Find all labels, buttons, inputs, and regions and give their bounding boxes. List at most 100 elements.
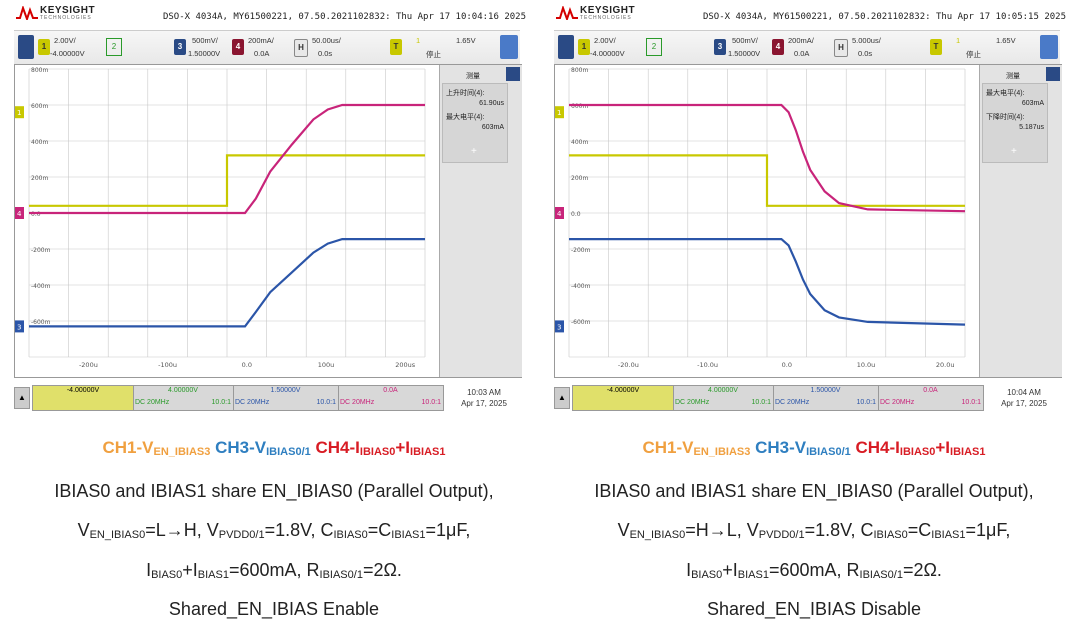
legend-ch3: CH3-VIBIAS0/1 <box>215 438 311 458</box>
measure-menu-button[interactable] <box>1046 67 1060 81</box>
channel-status-strip: -4.00000V 4.00000V DC 20MHz 10.0:1 1.500… <box>32 385 444 411</box>
clock: 10:04 AM Apr 17, 2025 <box>994 387 1054 409</box>
add-measure-icon[interactable]: + <box>471 146 477 157</box>
ch4-status-ratio: 10.0:1 <box>961 399 981 406</box>
ch2-badge[interactable]: 2 <box>646 38 662 56</box>
ch3-scale: 500mV/ <box>732 36 758 45</box>
ch1-scale: 2.00V/ <box>594 36 616 45</box>
channel-marker <box>555 320 564 333</box>
channel-marker <box>15 320 24 333</box>
ch4-status-bw: DC 20MHz <box>880 399 915 406</box>
trigger-badge[interactable]: T <box>930 39 942 55</box>
scope-header: KEYSIGHT TECHNOLOGIES DSO-X 4034A, MY615… <box>554 4 1074 24</box>
x-tick-label: 100u <box>318 361 335 369</box>
ch4-status-value: 0.0A <box>923 387 938 394</box>
y-tick-label: -600m <box>31 319 51 326</box>
measure-2-label: 下降时间(4): <box>986 114 1025 121</box>
y-tick-label: 0.0 <box>31 211 41 218</box>
ch4-offset: 0.0A <box>254 49 270 58</box>
series-line-ch3 <box>569 238 966 326</box>
add-measure-icon[interactable]: + <box>1011 146 1017 157</box>
ch2-status: 4.00000V DC 20MHz 10.0:1 <box>673 386 774 410</box>
ch3-badge[interactable]: 3 <box>174 39 186 55</box>
ch2-badge[interactable]: 2 <box>106 38 122 56</box>
ch3-status: 1.50000V DC 20MHz 10.0:1 <box>773 386 879 410</box>
ch1-status: -4.00000V <box>33 386 134 410</box>
ch1-scale: 2.00V/ <box>54 36 76 45</box>
caption-line-2: VEN_IBIAS0=L→H, VPVDD0/1=1.8V, CIBIAS0=C… <box>77 520 471 541</box>
brand-name: KEYSIGHT <box>40 5 96 16</box>
scroll-up-icon[interactable]: ▲ <box>14 387 30 409</box>
measure-2-value: 603mA <box>481 124 504 131</box>
ch3-offset: 1.50000V <box>728 49 761 58</box>
ch3-status-bw: DC 20MHz <box>235 399 270 406</box>
series-line-ch1 <box>29 154 425 207</box>
legend-ch1: CH1-VEN_IBIAS3 <box>642 438 751 458</box>
legend-ch4: CH4-IIBIAS0+IIBIAS1 <box>315 438 446 458</box>
ch4-badge[interactable]: 4 <box>232 39 244 55</box>
scope-header: KEYSIGHT TECHNOLOGIES DSO-X 4034A, MY615… <box>14 4 534 24</box>
model-info: DSO-X 4034A, MY61500221, 07.50.202110283… <box>702 12 1066 22</box>
measure-1-value: 603mA <box>1021 100 1044 107</box>
trigger-mode: 停止 <box>426 50 441 59</box>
horizontal-badge[interactable]: H <box>834 39 848 57</box>
y-tick-label: -600m <box>571 319 591 326</box>
ch1-status-value: -4.00000V <box>606 387 640 394</box>
waveform-plot: 800m 600m 400m 200m 0.0 -200m -400m -600m -20.0u… <box>555 67 966 369</box>
clock: 10:03 AM Apr 17, 2025 <box>454 387 514 409</box>
trigger-edge-icon[interactable] <box>1040 35 1058 59</box>
brand-subtitle: TECHNOLOGIES <box>40 15 92 21</box>
horizontal-badge[interactable]: H <box>294 39 308 57</box>
series-line-ch1 <box>569 154 965 207</box>
measure-1-label: 最大电平(4): <box>986 90 1025 97</box>
x-tick-label: -100u <box>158 361 177 369</box>
ch1-offset: -4.00000V <box>50 49 85 58</box>
y-tick-label: 600m <box>571 103 588 110</box>
channel-marker <box>555 106 564 119</box>
ch1-offset: -4.00000V <box>590 49 625 58</box>
ch4-status: 0.0A DC 20MHz 10.0:1 <box>878 386 983 410</box>
caption-line-1: IBIAS0 and IBIAS1 share EN_IBIAS0 (Paral… <box>594 481 1034 501</box>
horizontal-scale: 50.00us/ <box>312 36 341 45</box>
x-tick-label: -200u <box>79 361 98 369</box>
y-tick-label: 200m <box>571 175 588 182</box>
ch1-badge[interactable]: 1 <box>38 39 50 55</box>
legend-ch4: CH4-IIBIAS0+IIBIAS1 <box>855 438 986 458</box>
channel-marker-label: 3 <box>17 323 21 331</box>
channel-marker <box>555 207 564 219</box>
channel-marker-label: 3 <box>557 323 561 331</box>
series-line-ch4 <box>29 103 425 215</box>
ch4-status-ratio: 10.0:1 <box>421 399 441 406</box>
measure-results: 最大电平(4): 603mA 下降时间(4): 5.187us + <box>982 83 1048 163</box>
channel-settings-bar: 1 2.00V/ -4.00000V 2 3 500mV/ 1.50000V 4… <box>14 30 520 66</box>
channel-marker <box>15 106 24 119</box>
caption-line-2: VEN_IBIAS0=H→L, VPVDD0/1=1.8V, CIBIAS0=C… <box>617 520 1011 541</box>
series-line-ch4 <box>569 103 966 213</box>
ch3-badge[interactable]: 3 <box>714 39 726 55</box>
scope-panel-disable: KEYSIGHT TECHNOLOGIES DSO-X 4034A, MY615… <box>554 0 1074 627</box>
menu-icon[interactable] <box>558 35 574 59</box>
ch4-badge[interactable]: 4 <box>772 39 784 55</box>
y-tick-label: 800m <box>31 67 48 74</box>
ch1-badge[interactable]: 1 <box>578 39 590 55</box>
trigger-badge[interactable]: T <box>390 39 402 55</box>
x-tick-label: 200us <box>395 361 416 369</box>
x-tick-label: -10.0u <box>697 361 718 369</box>
ch3-status-ratio: 10.0:1 <box>856 399 876 406</box>
measure-menu-button[interactable] <box>506 67 520 81</box>
caption-line-1: IBIAS0 and IBIAS1 share EN_IBIAS0 (Paral… <box>54 481 494 501</box>
brand-subtitle: TECHNOLOGIES <box>580 15 632 21</box>
status-bar: ▲ -4.00000V 4.00000V DC 20MHz 10.0:1 1.5… <box>554 385 1060 411</box>
y-tick-label: 600m <box>31 103 48 110</box>
trigger-edge-icon[interactable] <box>500 35 518 59</box>
ch1-status-value: -4.00000V <box>66 387 100 394</box>
x-tick-label: -20.0u <box>618 361 639 369</box>
y-tick-label: 400m <box>31 139 48 146</box>
channel-status-strip: -4.00000V 4.00000V DC 20MHz 10.0:1 1.500… <box>572 385 984 411</box>
horizontal-scale: 5.000us/ <box>852 36 881 45</box>
trigger-level: 1.65V <box>456 36 476 45</box>
menu-icon[interactable] <box>18 35 34 59</box>
scroll-up-icon[interactable]: ▲ <box>554 387 570 409</box>
trigger-level: 1.65V <box>996 36 1016 45</box>
ch3-status-ratio: 10.0:1 <box>316 399 336 406</box>
